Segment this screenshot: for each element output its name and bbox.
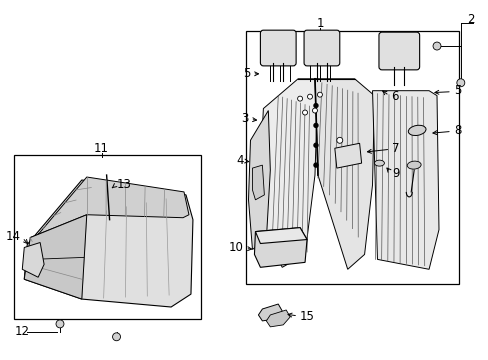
Bar bbox=[14, 155, 201, 319]
Text: 1: 1 bbox=[316, 17, 323, 30]
Polygon shape bbox=[314, 79, 374, 269]
Polygon shape bbox=[24, 215, 86, 299]
Circle shape bbox=[313, 104, 317, 108]
Ellipse shape bbox=[374, 160, 384, 166]
Text: 8: 8 bbox=[453, 124, 460, 137]
Text: 7: 7 bbox=[391, 142, 399, 155]
Circle shape bbox=[312, 108, 317, 113]
Polygon shape bbox=[30, 177, 188, 242]
Circle shape bbox=[336, 137, 342, 143]
Text: 9: 9 bbox=[391, 167, 399, 180]
Circle shape bbox=[297, 96, 302, 101]
Polygon shape bbox=[266, 310, 289, 327]
Polygon shape bbox=[22, 243, 44, 277]
Text: 11: 11 bbox=[94, 142, 109, 155]
Circle shape bbox=[112, 333, 120, 341]
Text: 12: 12 bbox=[14, 325, 29, 338]
Text: 3: 3 bbox=[241, 112, 248, 125]
Text: 14: 14 bbox=[5, 230, 20, 243]
Polygon shape bbox=[372, 91, 438, 269]
Polygon shape bbox=[24, 180, 193, 307]
Text: 4: 4 bbox=[236, 154, 243, 167]
Polygon shape bbox=[248, 111, 270, 249]
Text: 15: 15 bbox=[300, 310, 314, 323]
Circle shape bbox=[313, 143, 317, 147]
Circle shape bbox=[313, 123, 317, 127]
Text: 2: 2 bbox=[466, 13, 473, 26]
Text: 5: 5 bbox=[453, 84, 460, 97]
Polygon shape bbox=[252, 165, 264, 200]
Text: 10: 10 bbox=[228, 241, 243, 254]
Circle shape bbox=[307, 94, 312, 99]
Polygon shape bbox=[260, 79, 317, 267]
Text: 6: 6 bbox=[390, 90, 398, 103]
Circle shape bbox=[456, 79, 464, 87]
FancyBboxPatch shape bbox=[378, 32, 419, 70]
Text: 5: 5 bbox=[243, 67, 250, 80]
Circle shape bbox=[56, 320, 64, 328]
Circle shape bbox=[432, 42, 440, 50]
Ellipse shape bbox=[407, 125, 425, 135]
Text: 13: 13 bbox=[116, 179, 131, 192]
Bar bbox=[245, 31, 458, 284]
Circle shape bbox=[313, 163, 317, 167]
Polygon shape bbox=[258, 304, 282, 321]
Polygon shape bbox=[254, 228, 306, 267]
FancyBboxPatch shape bbox=[304, 30, 339, 66]
FancyBboxPatch shape bbox=[260, 30, 296, 66]
Polygon shape bbox=[255, 228, 306, 243]
Circle shape bbox=[317, 92, 322, 97]
Polygon shape bbox=[334, 143, 361, 168]
Circle shape bbox=[302, 110, 307, 115]
Ellipse shape bbox=[407, 161, 420, 169]
